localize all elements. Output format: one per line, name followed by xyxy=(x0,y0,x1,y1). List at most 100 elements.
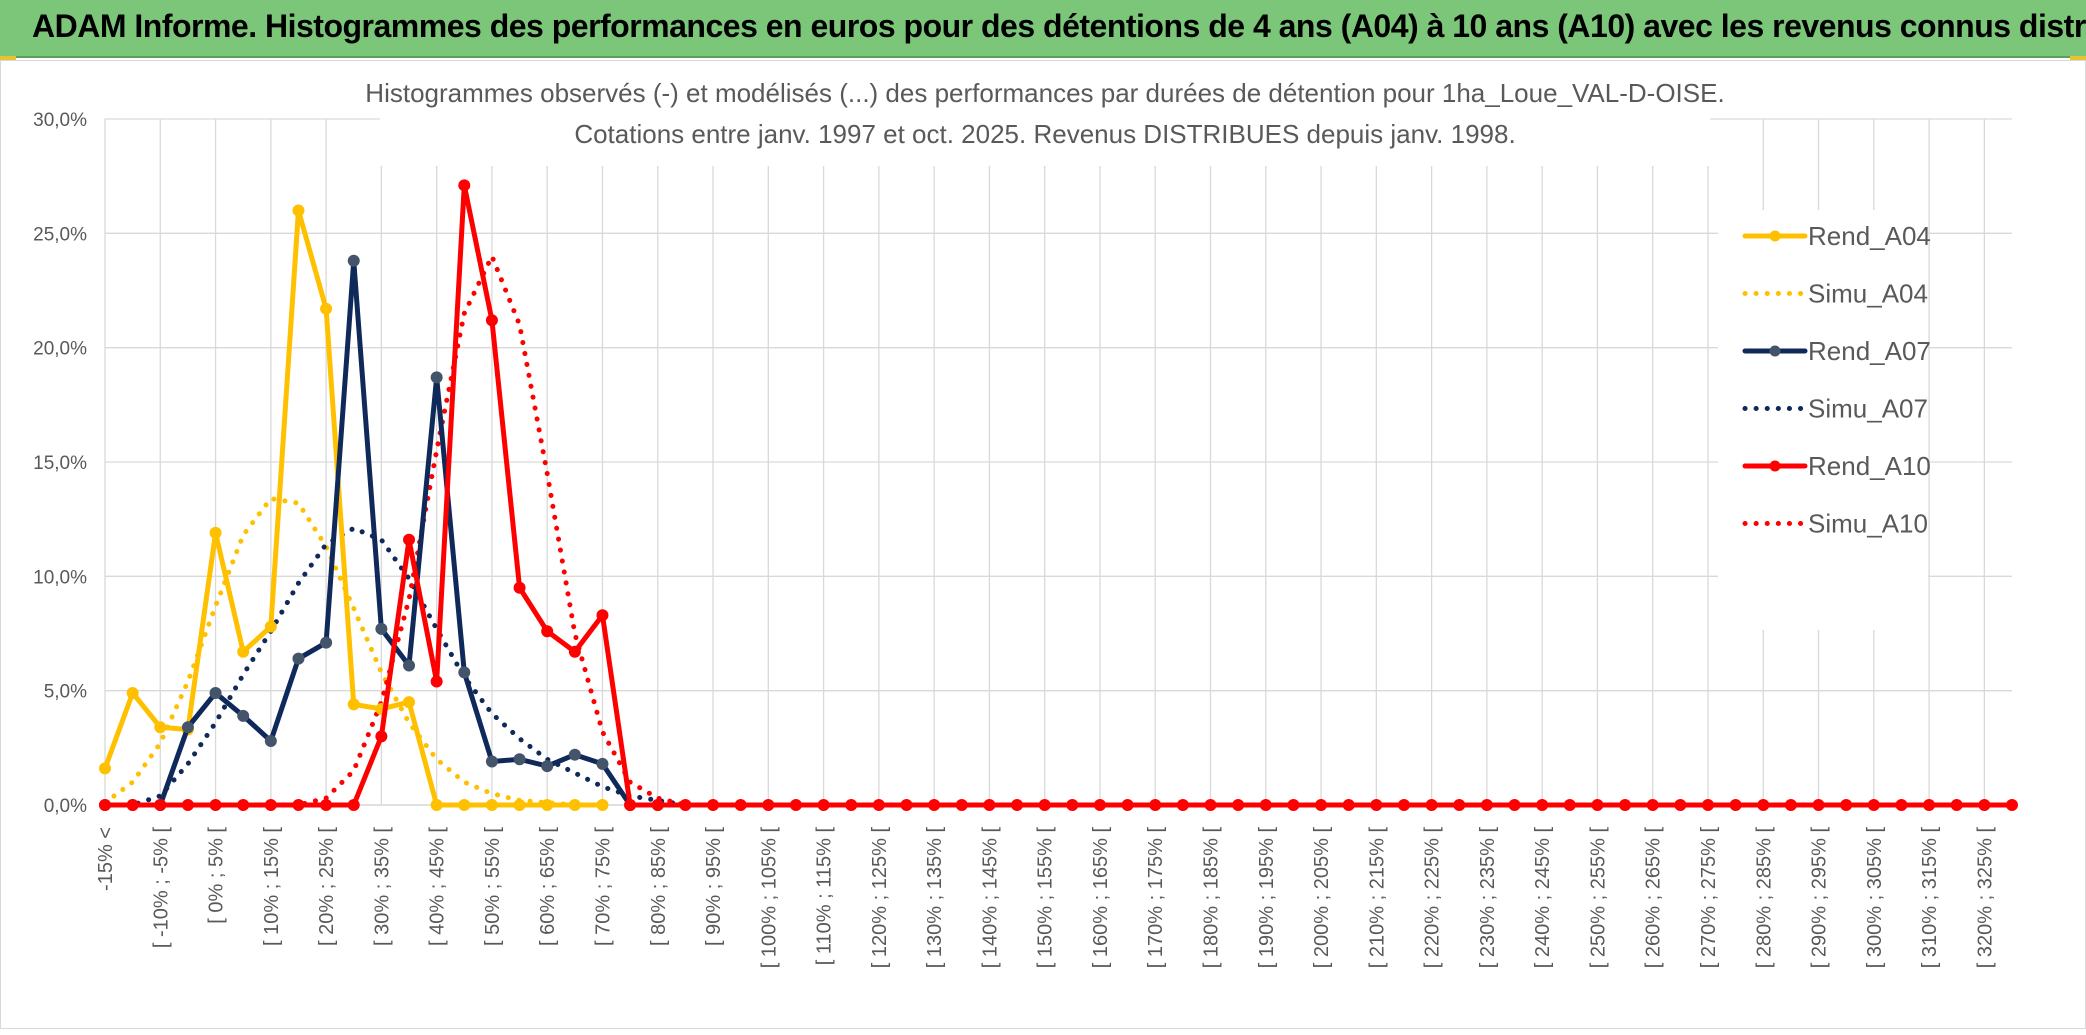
data-point xyxy=(458,799,471,811)
x-tick-label: [ -10% ; -5% [ xyxy=(150,827,172,949)
data-point xyxy=(541,799,554,811)
data-point xyxy=(99,762,111,775)
vertical-gridlines xyxy=(104,119,1986,805)
data-point xyxy=(237,709,250,722)
y-axis-tick-labels: 0,0% 5,0% 10,0% 15,0% 20,0% 25,0% 30,0% xyxy=(33,110,87,817)
legend-label: Rend_A07 xyxy=(1808,336,1931,366)
data-point xyxy=(845,799,858,811)
x-tick-label: [ 260% ; 265% [ xyxy=(1643,827,1665,969)
data-point xyxy=(1287,799,1300,811)
data-point xyxy=(955,799,968,811)
data-point xyxy=(458,179,471,192)
chart-title-box: Histogrammes observés (-) et modélisés (… xyxy=(365,62,1725,166)
series-Simu_A07 xyxy=(102,525,688,808)
data-point xyxy=(596,609,609,622)
data-point xyxy=(983,799,996,811)
legend-marker xyxy=(1769,460,1781,472)
data-point xyxy=(430,371,443,384)
data-point xyxy=(430,675,443,688)
x-tick-label: [ 180% ; 185% [ xyxy=(1201,827,1223,969)
data-point xyxy=(347,698,360,711)
x-tick-label: [ 290% ; 295% [ xyxy=(1809,827,1831,969)
data-point xyxy=(568,645,581,658)
data-point xyxy=(734,799,747,811)
data-point xyxy=(513,799,526,811)
y-tick-label: 25,0% xyxy=(33,224,87,245)
legend-label: Simu_A04 xyxy=(1808,279,1928,309)
x-tick-label: [ 170% ; 175% [ xyxy=(1145,827,1167,969)
data-point xyxy=(1895,799,1908,811)
data-point xyxy=(1812,799,1825,811)
data-point xyxy=(1674,799,1687,811)
data-point xyxy=(485,799,498,811)
x-tick-label: [ 20% ; 25% [ xyxy=(316,827,338,946)
data-point xyxy=(181,799,194,811)
x-tick-label: [ 50% ; 55% [ xyxy=(482,827,504,946)
data-point xyxy=(403,696,416,709)
data-point xyxy=(1784,799,1797,811)
legend-label: Simu_A10 xyxy=(1808,509,1928,539)
x-tick-label: [ 310% ; 315% [ xyxy=(1919,827,1941,969)
data-point xyxy=(1923,799,1936,811)
data-point xyxy=(872,799,885,811)
x-tick-label: [ 280% ; 285% [ xyxy=(1753,827,1775,969)
data-point xyxy=(292,204,305,217)
chart-title-background xyxy=(380,62,1710,166)
x-tick-label: [ 240% ; 245% [ xyxy=(1532,827,1554,969)
data-point xyxy=(264,620,277,633)
x-tick-label: [ 30% ; 35% [ xyxy=(371,827,393,946)
data-point xyxy=(1093,799,1106,811)
data-point xyxy=(1315,799,1328,811)
data-point xyxy=(513,581,526,594)
data-point xyxy=(237,799,250,811)
data-point xyxy=(1370,799,1383,811)
data-point xyxy=(485,755,498,768)
legend-item-Simu_A04: Simu_A04 xyxy=(1742,279,1928,309)
x-tick-label: [ 110% ; 115% [ xyxy=(814,827,836,966)
data-point xyxy=(1563,799,1576,811)
y-tick-label: 0,0% xyxy=(44,796,87,817)
data-point xyxy=(126,686,139,699)
data-point xyxy=(1342,799,1355,811)
performance-histogram-chart: 0,0% 5,0% 10,0% 15,0% 20,0% 25,0% 30,0% -15% <… xyxy=(0,60,2086,1029)
data-point xyxy=(403,533,416,546)
data-point xyxy=(624,799,637,811)
data-point xyxy=(1757,799,1770,811)
data-point xyxy=(209,686,222,699)
data-point xyxy=(1840,799,1853,811)
x-tick-label: [ 230% ; 235% [ xyxy=(1477,827,1499,969)
data-point xyxy=(2006,799,2018,811)
data-point xyxy=(430,799,443,811)
legend-label: Rend_A04 xyxy=(1808,221,1931,251)
data-point xyxy=(264,799,277,811)
data-point xyxy=(320,799,333,811)
y-tick-label: 10,0% xyxy=(33,567,87,588)
data-point xyxy=(154,721,167,734)
x-tick-label: [ 0% ; 5% [ xyxy=(206,827,228,924)
data-point xyxy=(541,625,554,638)
data-point xyxy=(762,799,775,811)
x-tick-label: [ 150% ; 155% [ xyxy=(1035,827,1057,969)
data-point xyxy=(707,799,720,811)
legend-marker xyxy=(1769,230,1781,242)
data-point xyxy=(375,730,388,743)
x-tick-label: [ 190% ; 195% [ xyxy=(1256,827,1278,969)
data-point xyxy=(1121,799,1134,811)
x-tick-label: [ 10% ; 15% [ xyxy=(261,827,283,946)
legend-background xyxy=(1718,210,1928,630)
data-point xyxy=(209,526,222,539)
legend-item-Rend_A07: Rend_A07 xyxy=(1742,336,1931,366)
legend-item-Rend_A10: Rend_A10 xyxy=(1742,451,1931,481)
x-axis-tick-labels: -15% < [ -10% ; -5% [ [ 0% ; 5% [ [ 10% ; 1… xyxy=(95,827,1996,969)
data-point xyxy=(1149,799,1162,811)
x-tick-label: -15% < xyxy=(95,827,117,891)
corner-mark xyxy=(0,56,16,61)
data-point xyxy=(651,799,664,811)
data-point xyxy=(99,799,111,811)
data-point xyxy=(513,753,526,766)
legend-item-Rend_A04: Rend_A04 xyxy=(1742,221,1931,251)
x-tick-label: [ 60% ; 65% [ xyxy=(537,827,559,946)
data-point xyxy=(541,760,554,773)
data-point xyxy=(403,659,416,672)
